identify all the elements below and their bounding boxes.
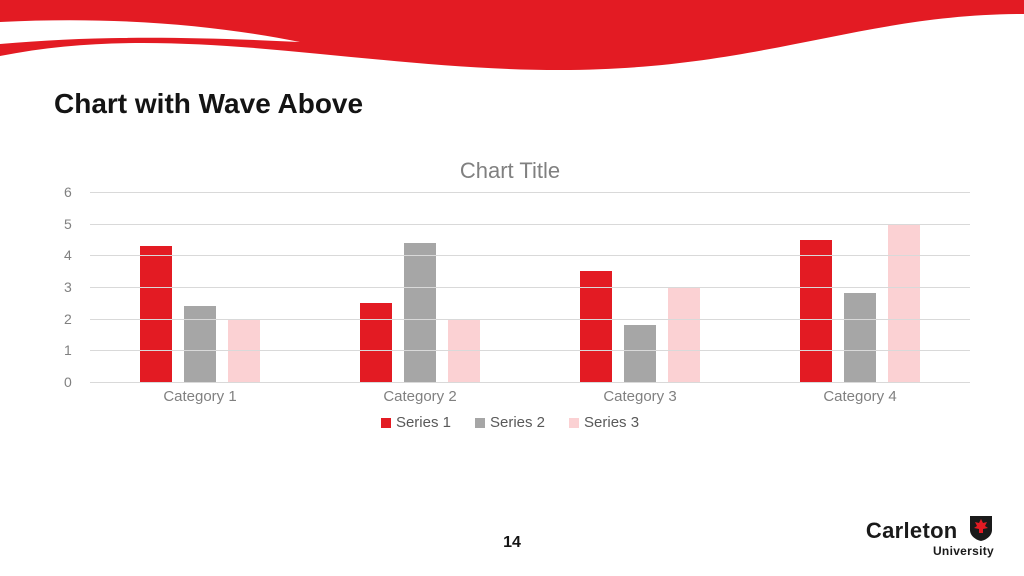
- y-axis-label: 2: [64, 311, 72, 327]
- bar: [844, 293, 876, 382]
- legend-item: Series 1: [381, 414, 451, 431]
- y-axis-label: 5: [64, 216, 72, 232]
- legend-swatch: [475, 418, 485, 428]
- x-axis: Category 1 Category 2 Category 3 Category 4: [90, 382, 970, 406]
- bar: [184, 306, 216, 382]
- gridline: [90, 255, 970, 256]
- bar: [140, 246, 172, 382]
- gridline: [90, 192, 970, 193]
- bar: [668, 287, 700, 382]
- shield-icon: [968, 514, 994, 547]
- legend-label: Series 1: [396, 414, 451, 431]
- y-axis-label: 0: [64, 374, 72, 390]
- legend-swatch: [569, 418, 579, 428]
- bar: [888, 224, 920, 382]
- bar: [360, 303, 392, 382]
- gridline: [90, 350, 970, 351]
- bar: [800, 240, 832, 383]
- bar: [404, 243, 436, 382]
- legend-label: Series 2: [490, 414, 545, 431]
- x-axis-label: Category 2: [383, 388, 456, 405]
- bar: [624, 325, 656, 382]
- gridline: [90, 319, 970, 320]
- chart: Chart Title 0 1 2 3 4 5 6 Category 1 Category 2…: [60, 158, 960, 458]
- page-number: 14: [503, 534, 521, 552]
- legend-item: Series 2: [475, 414, 545, 431]
- brand-name: Carleton: [866, 518, 958, 544]
- chart-title: Chart Title: [60, 158, 960, 184]
- y-axis-label: 4: [64, 247, 72, 263]
- x-axis-label: Category 1: [163, 388, 236, 405]
- legend-swatch: [381, 418, 391, 428]
- legend-item: Series 3: [569, 414, 639, 431]
- x-axis-label: Category 4: [823, 388, 896, 405]
- y-axis-label: 3: [64, 279, 72, 295]
- gridline: [90, 224, 970, 225]
- y-axis-label: 1: [64, 342, 72, 358]
- x-axis-label: Category 3: [603, 388, 676, 405]
- chart-plot: 0123456: [90, 192, 970, 382]
- brand-logo: Carleton University: [866, 514, 994, 558]
- legend-label: Series 3: [584, 414, 639, 431]
- y-axis-label: 6: [64, 184, 72, 200]
- slide: Chart with Wave Above Chart Title 012345…: [0, 0, 1024, 576]
- page-title: Chart with Wave Above: [54, 88, 363, 120]
- gridline: [90, 287, 970, 288]
- legend: Series 1 Series 2 Series 3: [60, 414, 960, 431]
